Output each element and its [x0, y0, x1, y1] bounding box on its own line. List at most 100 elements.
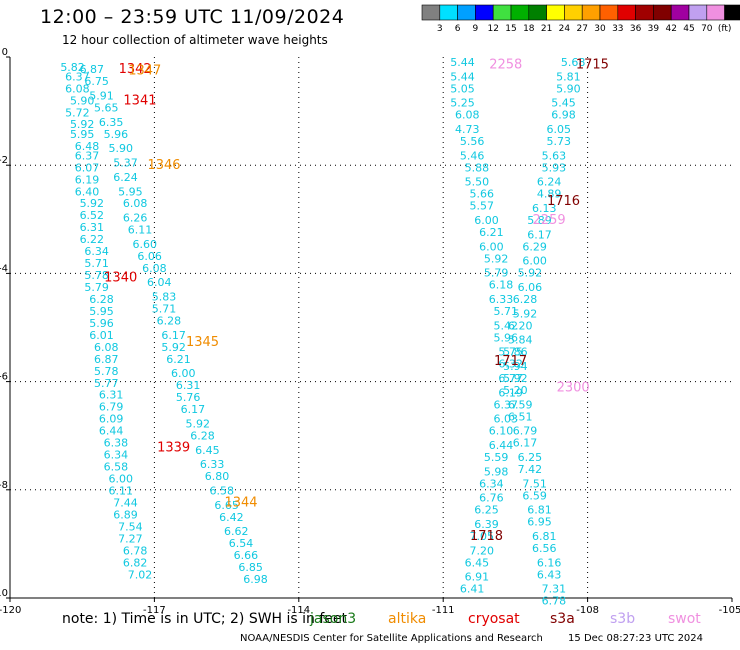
swh-value-label: 5.94 — [503, 360, 528, 373]
colorbar-swatch — [510, 4, 530, 21]
swh-value-label: 6.09 — [99, 413, 124, 426]
swh-value-label: 6.19 — [75, 173, 100, 186]
colorbar-swatch — [564, 4, 583, 21]
swh-value-label: 6.44 — [99, 425, 124, 438]
swh-value-label: 6.76 — [479, 492, 504, 505]
swh-value-label: 6.11 — [128, 224, 153, 237]
swh-value-label: 6.52 — [80, 209, 105, 222]
swh-value-label: 6.20 — [508, 319, 533, 332]
legend-entry-cryosat: cryosat — [468, 611, 520, 627]
y-tick-label: -8 — [0, 480, 8, 491]
swh-value-label: 7.31 — [542, 583, 567, 596]
swh-value-label: 6.08 — [123, 197, 148, 210]
x-tick-label: -117 — [143, 605, 166, 616]
swh-value-label: 6.34 — [104, 449, 129, 462]
swh-value-label: 5.86 — [503, 346, 528, 359]
swh-value-label: 6.79 — [513, 425, 538, 438]
colorbar-label: 27 — [576, 24, 587, 34]
swh-value-label: 5.90 — [556, 82, 581, 95]
swh-value-label: 6.31 — [176, 379, 201, 392]
swh-value-label: 6.01 — [89, 329, 114, 342]
swh-value-label: 5.77 — [94, 377, 119, 390]
swh-value-label: 5.81 — [556, 70, 581, 83]
swh-value-label: 5.96 — [104, 128, 129, 141]
time-label: 1342 — [119, 62, 152, 77]
colorbar-swatch — [475, 4, 494, 21]
swh-value-label: 5.79 — [84, 281, 109, 294]
note-text: note: 1) Time is in UTC; 2) SWH is in fe… — [62, 611, 348, 627]
swh-value-label: 5.83 — [152, 291, 177, 304]
x-tick-label: -114 — [287, 605, 310, 616]
swh-value-label: 6.24 — [537, 176, 562, 189]
swh-value-label: 5.73 — [546, 135, 571, 148]
swh-value-label: 6.65 — [214, 499, 239, 512]
colorbar-swatch — [581, 4, 601, 21]
colorbar-label: (ft) — [718, 24, 732, 34]
swh-value-label: 5.95 — [89, 305, 114, 318]
swh-value-label: 6.05 — [546, 123, 571, 136]
swh-value-label: 7.44 — [113, 496, 138, 509]
swh-value-label: 6.77 — [498, 372, 523, 385]
swh-value-label: 5.92 — [70, 118, 95, 131]
swh-value-label: 6.26 — [123, 212, 148, 225]
colorbar-label: 12 — [487, 24, 498, 34]
colorbar-swatch — [528, 4, 547, 21]
swh-value-label: 6.45 — [465, 556, 490, 569]
swh-value-label: 6.29 — [522, 240, 547, 253]
swh-value-label: 6.51 — [508, 410, 533, 423]
swh-value-label: 6.98 — [551, 109, 576, 122]
swh-value-label: 6.37 — [494, 398, 519, 411]
swh-value-label: 6.91 — [465, 571, 490, 584]
swh-value-label: 4.89 — [537, 188, 562, 201]
swh-value-label: 6.60 — [133, 238, 158, 251]
swh-value-label: 5.82 — [60, 61, 85, 74]
swh-value-label: 6.21 — [479, 226, 504, 239]
swh-value-label: 5.75 — [498, 346, 523, 359]
swh-value-label: 7.51 — [522, 477, 547, 490]
swh-value-label: 6.79 — [99, 401, 124, 414]
swh-value-label: 6.54 — [229, 537, 254, 550]
swh-value-label: 5.66 — [469, 188, 494, 201]
swh-value-label: 6.75 — [84, 75, 109, 88]
time-label: 2258 — [489, 57, 522, 72]
swh-value-label: 6.43 — [537, 568, 562, 581]
swh-value-label: 6.31 — [80, 221, 105, 234]
swh-value-label: 6.33 — [489, 293, 514, 306]
swh-value-label: 6.48 — [75, 140, 100, 153]
swh-value-label: 5.20 — [503, 384, 528, 397]
swh-value-label: 6.59 — [508, 398, 533, 411]
swh-value-label: 5.59 — [484, 451, 509, 464]
swh-value-label: 7.42 — [518, 463, 543, 476]
swh-value-label: 6.00 — [522, 255, 547, 268]
time-label: 1339 — [157, 440, 190, 455]
colorbar-swatch — [421, 4, 441, 21]
colorbar-label: 18 — [523, 24, 535, 34]
swh-value-label: 6.06 — [518, 281, 543, 294]
swh-value-label: 6.07 — [75, 161, 100, 174]
x-tick-label: -108 — [576, 605, 599, 616]
time-label: 1718 — [470, 529, 503, 544]
swh-value-label: 6.42 — [219, 511, 244, 524]
swh-value-label: 6.06 — [137, 250, 162, 263]
swh-value-label: 6.03 — [494, 413, 519, 426]
swh-value-label: 5.88 — [465, 161, 490, 174]
swh-value-label: 6.25 — [474, 504, 499, 517]
swh-value-label: 6.08 — [455, 109, 480, 122]
time-label: 1344 — [224, 495, 257, 510]
legend-entry-s3b: s3b — [610, 611, 636, 627]
swh-value-label: 5.46 — [460, 149, 485, 162]
colorbar-label: 6 — [455, 24, 461, 34]
swh-value-label: 6.41 — [460, 583, 485, 596]
time-label: 1341 — [123, 93, 156, 108]
swh-value-label: 6.00 — [108, 473, 133, 486]
swh-value-label: 6.17 — [181, 403, 206, 416]
page-subtitle: 12 hour collection of altimeter wave hei… — [62, 33, 328, 47]
swh-value-label: 6.81 — [527, 504, 552, 517]
footer-credit: NOAA/NESDIS Center for Satellite Applica… — [240, 633, 703, 644]
colorbar-swatch — [492, 4, 512, 21]
colorbar-label: 21 — [541, 24, 552, 34]
swh-value-label: 5.78 — [94, 365, 119, 378]
legend-entry-s3a: s3a — [550, 611, 575, 627]
swh-value-label: 5.44 — [450, 56, 475, 69]
swh-value-label: 6.78 — [542, 595, 567, 608]
